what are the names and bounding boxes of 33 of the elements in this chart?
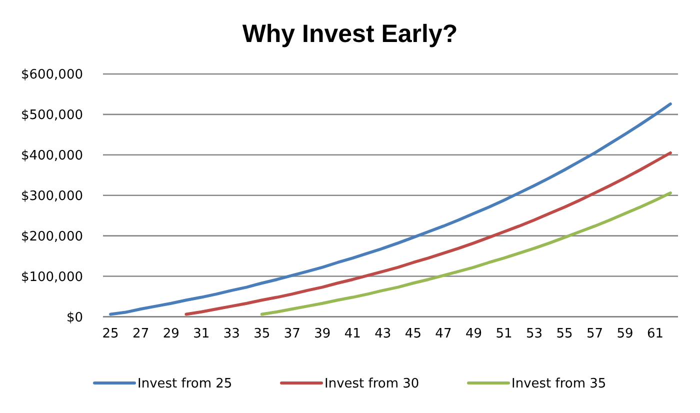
y-tick-label: $300,000 xyxy=(20,188,83,204)
y-tick-label: $200,000 xyxy=(20,229,83,244)
x-tick-label: 57 xyxy=(586,326,604,342)
legend-label: Invest from 25 xyxy=(138,376,232,392)
legend-label: Invest from 30 xyxy=(324,376,420,392)
y-tick-label: $100,000 xyxy=(20,270,83,285)
x-tick-label: 39 xyxy=(314,326,331,342)
line-series xyxy=(184,151,672,316)
x-tick-label: 55 xyxy=(556,326,573,342)
x-tick-label: 59 xyxy=(616,326,634,342)
x-tick-label: 51 xyxy=(496,326,512,342)
x-tick-label: 31 xyxy=(193,326,210,342)
legend-label: Invest from 35 xyxy=(512,376,606,392)
x-tick-label: 25 xyxy=(102,326,119,342)
x-tick-label: 45 xyxy=(404,326,422,342)
x-tick-label: 37 xyxy=(284,326,300,342)
x-tick-label: 49 xyxy=(465,326,482,342)
x-tick-label: 61 xyxy=(647,326,664,342)
x-tick-label: 47 xyxy=(435,326,452,342)
x-tick-label: 41 xyxy=(344,326,361,342)
x-tick-label: 29 xyxy=(162,326,180,342)
line-series xyxy=(260,191,672,316)
x-tick-label: 27 xyxy=(132,326,150,342)
x-tick-label: 33 xyxy=(223,326,240,342)
line-series xyxy=(109,102,672,316)
x-tick-label: 43 xyxy=(374,326,392,342)
x-tick-label: 53 xyxy=(526,326,543,342)
x-tick-label: 35 xyxy=(254,326,270,342)
y-tick-label: $500,000 xyxy=(20,108,83,123)
chart-title: Why Invest Early? xyxy=(242,20,458,48)
y-tick-label: $0 xyxy=(66,310,83,326)
y-tick-label: $600,000 xyxy=(20,68,83,83)
y-tick-label: $400,000 xyxy=(20,148,83,164)
